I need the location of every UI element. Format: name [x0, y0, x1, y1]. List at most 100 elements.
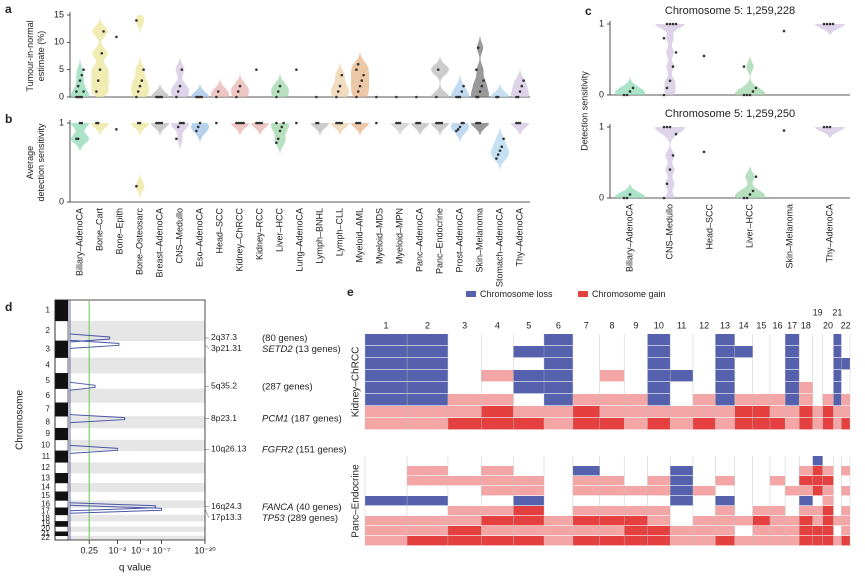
data-point — [156, 121, 160, 125]
cn-cell — [544, 382, 573, 394]
cn-cell — [841, 358, 850, 370]
chromosome-label: 13 — [41, 473, 50, 482]
data-point — [665, 22, 669, 26]
data-point — [396, 121, 400, 125]
data-point — [662, 36, 666, 40]
gene-label: (287 genes) — [262, 381, 313, 392]
cn-cell — [799, 536, 813, 546]
violin — [655, 127, 685, 198]
cn-cell — [481, 418, 514, 430]
data-point — [476, 95, 480, 99]
cn-cell — [822, 476, 834, 486]
data-point — [662, 196, 666, 200]
violin — [331, 123, 349, 135]
data-point — [782, 129, 786, 132]
cn-cell — [822, 496, 834, 506]
q-peak — [69, 333, 111, 343]
category-label: Liver–HCC — [274, 208, 284, 253]
chromosome-band — [68, 439, 205, 452]
leader — [204, 509, 210, 518]
ideogram — [54, 357, 69, 374]
cn-cell — [365, 536, 408, 546]
cn-cell — [407, 406, 448, 418]
data-point — [78, 121, 82, 125]
chromosome-label: 19 — [813, 307, 823, 317]
data-point — [280, 125, 284, 129]
cn-cell — [785, 406, 800, 418]
data-point — [665, 125, 669, 129]
cn-cell — [715, 526, 735, 536]
cn-cell — [833, 358, 842, 370]
gene-label: SETD2 (13 genes) — [262, 344, 341, 355]
category-label: CNS–Medullo — [174, 208, 184, 264]
data-point — [242, 121, 245, 125]
data-point — [180, 121, 184, 125]
gene-name: FGFR2 — [262, 444, 294, 455]
data-point — [662, 125, 666, 129]
data-point — [158, 95, 162, 99]
data-point — [748, 193, 752, 196]
data-point — [665, 86, 669, 90]
legend-swatch — [466, 291, 476, 297]
y-tick-label: 0 — [59, 196, 64, 206]
cn-cell — [670, 536, 693, 546]
violin — [471, 123, 489, 135]
cn-cell — [407, 382, 448, 394]
cn-cell — [513, 506, 545, 516]
data-point — [282, 121, 285, 125]
cn-cell — [481, 406, 514, 418]
cn-cell — [841, 394, 850, 406]
data-point — [418, 121, 422, 125]
chromosome-label: 14 — [739, 320, 749, 330]
cn-cell — [624, 394, 648, 406]
ideogram — [54, 388, 69, 404]
data-point — [625, 196, 629, 200]
data-point — [356, 90, 360, 93]
cn-cell — [785, 418, 800, 430]
cn-cell — [715, 370, 735, 382]
cn-cell — [715, 516, 735, 526]
chromosome-band — [68, 462, 205, 474]
data-point — [80, 73, 84, 77]
chromosome-label: 15 — [756, 320, 766, 330]
violin — [431, 123, 449, 135]
data-point — [496, 95, 500, 99]
ideogram — [54, 507, 69, 516]
violin — [411, 123, 429, 135]
cn-cell — [481, 516, 514, 526]
cn-cell — [647, 358, 671, 370]
plot-title: Chromosome 5: 1,259,250 — [665, 108, 795, 120]
data-point — [748, 93, 752, 97]
cn-cell — [715, 418, 735, 430]
data-point — [180, 68, 184, 71]
ideogram — [54, 439, 69, 452]
data-point — [662, 93, 666, 97]
data-point — [754, 175, 758, 178]
cn-cell — [812, 516, 823, 526]
chromosome-label: 16 — [773, 320, 783, 330]
cn-cell — [544, 526, 573, 536]
data-point — [455, 95, 458, 99]
data-point — [75, 95, 78, 99]
chromosome-label: 18 — [41, 513, 50, 522]
cn-cell — [799, 496, 813, 506]
cn-cell — [365, 358, 408, 370]
data-point — [671, 154, 675, 157]
cn-cell — [752, 526, 770, 536]
cn-cell — [799, 476, 813, 486]
data-point — [460, 121, 464, 125]
chromosome-band — [68, 388, 205, 403]
data-point — [98, 68, 102, 71]
cn-cell — [647, 536, 671, 546]
data-point — [518, 121, 522, 125]
data-point — [82, 90, 85, 93]
cn-cell — [822, 418, 834, 430]
data-point — [742, 93, 746, 97]
x-axis-label: q value — [119, 563, 152, 574]
violin — [331, 62, 349, 97]
violin — [471, 35, 489, 97]
data-point — [628, 90, 632, 93]
category-label: Myeloid–MPN — [394, 208, 404, 264]
cn-cell — [544, 536, 573, 546]
gene-name: FANCA — [262, 501, 294, 512]
